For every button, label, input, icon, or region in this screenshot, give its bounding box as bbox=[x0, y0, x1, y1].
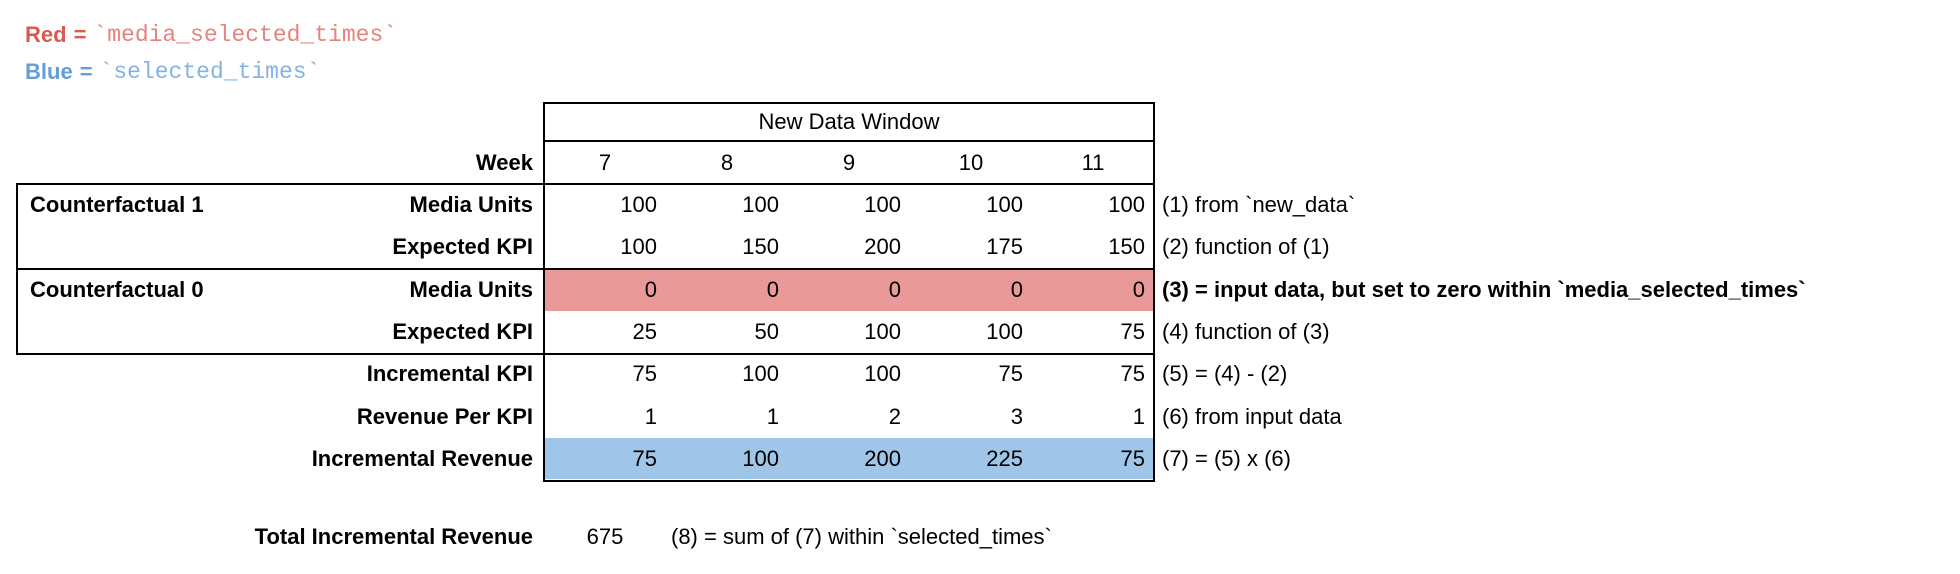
legend-red-label: Red bbox=[25, 21, 67, 47]
week-row-label: Week bbox=[475, 149, 533, 175]
value-cell: 1 bbox=[1132, 403, 1145, 429]
value-cell: 200 bbox=[864, 234, 901, 260]
value-cell: 2 bbox=[888, 403, 901, 429]
value-cell: 100 bbox=[1108, 192, 1145, 218]
value-cell: 1 bbox=[644, 403, 657, 429]
legend-blue-label: Blue bbox=[25, 58, 73, 84]
value-cell: 225 bbox=[986, 445, 1023, 471]
note-6: (6) from input data bbox=[1162, 403, 1342, 429]
value-cell: 100 bbox=[620, 192, 657, 218]
value-cell: 25 bbox=[632, 319, 657, 345]
value-cell: 3 bbox=[1010, 403, 1023, 429]
value-cell: 150 bbox=[742, 234, 779, 260]
week-9: 9 bbox=[842, 149, 856, 175]
value-cell: 75 bbox=[1120, 319, 1145, 345]
note-4: (4) function of (3) bbox=[1162, 319, 1330, 345]
value-cell: 100 bbox=[742, 445, 779, 471]
value-cell: 0 bbox=[644, 276, 657, 302]
value-cell: 1 bbox=[766, 403, 779, 429]
value-cell: 100 bbox=[986, 319, 1023, 345]
value-cell: 175 bbox=[986, 234, 1023, 260]
value-cell: 0 bbox=[1132, 276, 1145, 302]
value-cell: 100 bbox=[742, 192, 779, 218]
row-label-media-units-c0: Media Units bbox=[409, 276, 533, 302]
value-cell: 100 bbox=[742, 361, 779, 387]
section-counterfactual-1: Counterfactual 1 bbox=[30, 192, 204, 218]
week-10: 10 bbox=[958, 149, 984, 175]
section-counterfactual-0: Counterfactual 0 bbox=[30, 276, 204, 302]
legend: Red = `media_selected_times` Blue = `sel… bbox=[25, 16, 397, 90]
legend-red-equals: = bbox=[73, 21, 87, 47]
legend-red-code: `media_selected_times` bbox=[93, 21, 398, 48]
value-cell: 0 bbox=[1010, 276, 1023, 302]
row-label-media-units-c1: Media Units bbox=[409, 192, 533, 218]
new-data-window-header: New Data Window bbox=[758, 108, 940, 134]
value-cell: 75 bbox=[632, 361, 657, 387]
counterfactual-table: New Data Window Week 7 8 9 10 11 Counter… bbox=[16, 102, 1954, 480]
value-cell: 100 bbox=[864, 361, 901, 387]
value-cell: 100 bbox=[620, 234, 657, 260]
note-7: (7) = (5) x (6) bbox=[1162, 445, 1291, 471]
value-cell: 75 bbox=[1120, 361, 1145, 387]
note-3: (3) = input data, but set to zero within… bbox=[1162, 276, 1806, 302]
row-label-revenue-per-kpi: Revenue Per KPI bbox=[356, 403, 533, 429]
note-2: (2) function of (1) bbox=[1162, 234, 1330, 260]
value-cell: 150 bbox=[1108, 234, 1145, 260]
note-5: (5) = (4) - (2) bbox=[1162, 361, 1288, 387]
legend-blue-equals: = bbox=[79, 58, 93, 84]
week-8: 8 bbox=[720, 149, 734, 175]
week-11: 11 bbox=[1081, 149, 1105, 175]
row-label-incremental-revenue: Incremental Revenue bbox=[311, 445, 533, 471]
legend-blue-line: Blue = `selected_times` bbox=[25, 53, 397, 90]
note-8: (8) = sum of (7) within `selected_times` bbox=[671, 524, 1052, 549]
value-cell: 0 bbox=[888, 276, 901, 302]
value-cell: 75 bbox=[998, 361, 1023, 387]
value-cell: 75 bbox=[1120, 445, 1145, 471]
value-cell: 200 bbox=[864, 445, 901, 471]
row-label-expected-kpi-c1: Expected KPI bbox=[392, 234, 533, 260]
legend-red-line: Red = `media_selected_times` bbox=[25, 16, 397, 53]
row-label-expected-kpi-c0: Expected KPI bbox=[392, 319, 533, 345]
value-cell: 100 bbox=[986, 192, 1023, 218]
value-cell: 100 bbox=[864, 192, 901, 218]
value-cell: 100 bbox=[864, 319, 901, 345]
row-label-incremental-kpi: Incremental KPI bbox=[366, 361, 533, 387]
total-incremental-revenue-label: Total Incremental Revenue bbox=[254, 524, 533, 549]
total-incremental-revenue-value: 675 bbox=[586, 524, 624, 549]
legend-blue-code: `selected_times` bbox=[99, 58, 321, 85]
week-7: 7 bbox=[598, 149, 612, 175]
note-1: (1) from `new_data` bbox=[1162, 192, 1356, 218]
value-cell: 75 bbox=[632, 445, 657, 471]
value-cell: 0 bbox=[766, 276, 779, 302]
value-cell: 50 bbox=[754, 319, 779, 345]
